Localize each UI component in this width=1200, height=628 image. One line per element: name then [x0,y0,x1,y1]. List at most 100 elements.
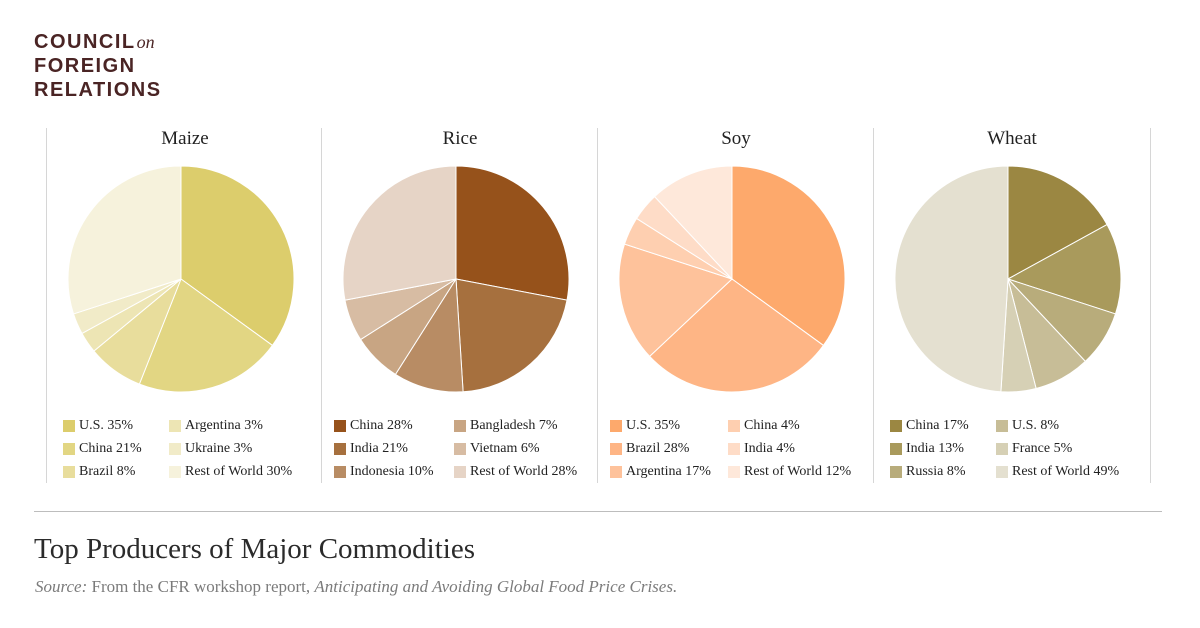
legend-item: Rest of World 30% [169,462,292,482]
legend-label: Brazil 8% [79,464,136,479]
legend-swatch [728,443,740,455]
legend-swatch [169,443,181,455]
legend-item: Indonesia 10% [334,462,434,482]
legend-label: Indonesia 10% [350,464,434,479]
legend-swatch [728,420,740,432]
legend-swatch [334,420,346,432]
divider [34,511,1162,512]
pie-slice-china [455,165,570,301]
chart-panel-rice: Rice China 28% India 21% Indonesia 10% Bang… [321,128,598,483]
legend-swatch [169,466,181,478]
legend-label: Russia 8% [906,464,966,479]
legend-swatch [728,466,740,478]
legend-item: France 5% [996,439,1072,459]
legend-swatch [996,420,1008,432]
legend-item: Rest of World 12% [728,462,851,482]
pie-chart-wheat [894,165,1122,393]
pie-slice-india [455,278,568,393]
legend-label: Brazil 28% [626,441,690,456]
logo-line-relations: RELATIONS [34,79,162,101]
pie-slice-u-s- [180,165,295,347]
chart-panel-maize: Maize U.S. 35% China 21% Brazil 8% Argentin… [46,128,323,483]
pie-slice-india [1006,223,1122,315]
pie-slice-rest-of-world [653,165,733,281]
logo-line-foreign: FOREIGN [34,55,136,77]
legend-label: China 28% [350,418,413,433]
pie-chart-maize [67,165,295,393]
legend-label: China 21% [79,441,142,456]
legend-label: Vietnam 6% [470,441,540,456]
chart-title-soy: Soy [721,128,751,149]
legend-swatch [996,466,1008,478]
legend-swatch [63,443,75,455]
legend-item: China 4% [728,416,800,436]
cfr-logo: COUNCILon FOREIGN RELATIONS [34,30,162,102]
legend-item: China 28% [334,416,413,436]
logo-line-council: COUNCIL [34,31,136,53]
legend-label: Rest of World 49% [1012,464,1120,479]
legend-swatch [610,420,622,432]
legend-label: Rest of World 12% [744,464,852,479]
chart-panel-soy: Soy U.S. 35% Brazil 28% Argentina 17% China… [597,128,874,483]
legend-label: China 4% [744,418,800,433]
legend-label: U.S. 8% [1012,418,1060,433]
legend-swatch [890,443,902,455]
pie-slice-china [138,278,274,393]
pie-chart-rice [342,165,570,393]
source-text: From the CFR workshop report, [87,577,315,596]
legend-label: Argentina 3% [185,418,263,433]
legend-item: U.S. 35% [610,416,680,436]
legend-item: India 21% [334,439,408,459]
pie-slice-rest-of-world [894,165,1009,393]
source-report-title: Anticipating and Avoiding Global Food Pr… [314,577,678,596]
chart-title-rice: Rice [442,128,478,149]
legend-label: U.S. 35% [626,418,681,433]
legend-label: Argentina 17% [626,464,711,479]
source-label: Source: [35,577,88,596]
legend-label: India 4% [744,441,795,456]
legend-swatch [334,466,346,478]
legend-swatch [454,443,466,455]
legend-swatch [890,466,902,478]
chart-panel-wheat: Wheat China 17% India 13% Russia 8% U.S. 8%… [873,128,1151,483]
legend-item: Rest of World 49% [996,462,1119,482]
legend-label: Bangladesh 7% [470,418,558,433]
logo-on: on [136,32,155,52]
legend-label: Ukraine 3% [185,441,253,456]
legend-label: U.S. 35% [79,418,134,433]
pie-slice-china [1007,165,1108,280]
legend-label: France 5% [1012,441,1073,456]
legend-label: Rest of World 28% [470,464,578,479]
chart-title-maize: Maize [161,128,209,149]
legend-swatch [610,466,622,478]
legend-item: U.S. 8% [996,416,1059,436]
legend-swatch [996,443,1008,455]
legend-item: India 13% [890,439,964,459]
legend-item: China 17% [890,416,969,436]
legend-item: Rest of World 28% [454,462,577,482]
legend-item: Ukraine 3% [169,439,252,459]
legend-label: Rest of World 30% [185,464,293,479]
legend-swatch [63,466,75,478]
legend-item: Vietnam 6% [454,439,540,459]
pie-slice-rest-of-world [67,165,182,315]
legend-swatch [169,420,181,432]
legend-swatch [334,443,346,455]
pie-slice-rest-of-world [342,165,457,301]
chart-title-wheat: Wheat [987,128,1037,149]
legend-item: China 21% [63,439,142,459]
pie-slice-brazil [648,278,825,393]
legend-item: Bangladesh 7% [454,416,557,436]
legend-item: Russia 8% [890,462,966,482]
legend-swatch [890,420,902,432]
legend-swatch [454,420,466,432]
figure-title: Top Producers of Major Commodities [34,533,475,565]
legend-swatch [610,443,622,455]
legend-item: India 4% [728,439,795,459]
legend-item: Brazil 8% [63,462,135,482]
legend-item: Argentina 17% [610,462,711,482]
legend-label: India 21% [350,441,408,456]
legend-label: China 17% [906,418,969,433]
legend-swatch [63,420,75,432]
source-note: Source: From the CFR workshop report, An… [35,577,677,597]
